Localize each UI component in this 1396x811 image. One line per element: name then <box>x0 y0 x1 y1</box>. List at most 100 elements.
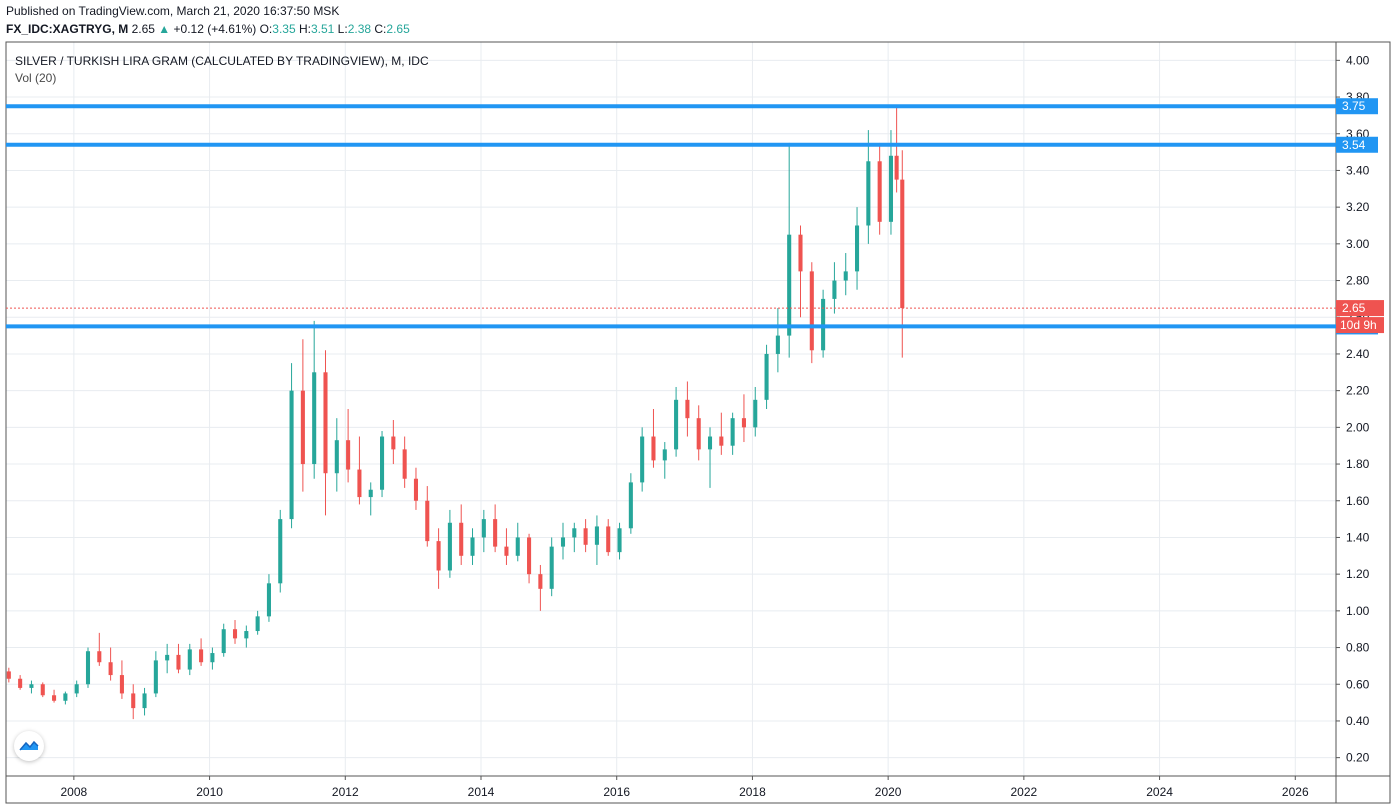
x-tick-label: 2022 <box>1011 785 1038 799</box>
candle-body <box>131 693 136 709</box>
x-tick-label: 2020 <box>875 785 902 799</box>
y-tick-label: 3.00 <box>1346 237 1370 251</box>
candle-body <box>662 449 667 461</box>
y-tick-label: 2.40 <box>1346 347 1370 361</box>
candle-body <box>74 684 79 694</box>
candle-body <box>232 629 238 639</box>
candle-body <box>832 280 837 299</box>
x-tick-label: 2016 <box>603 785 630 799</box>
y-tick-label: 2.20 <box>1346 384 1370 398</box>
horizontal-line-label-bg <box>1336 136 1378 153</box>
y-tick-label: 0.40 <box>1346 714 1370 728</box>
candle-body <box>549 546 554 589</box>
candle-body <box>368 489 373 498</box>
candle-body <box>289 390 294 520</box>
candle-body <box>866 161 871 226</box>
candle-body <box>40 684 45 696</box>
candle-body <box>696 418 701 450</box>
chart-frame <box>5 41 1391 804</box>
candle-body <box>764 353 769 400</box>
high-label: H: <box>298 22 311 36</box>
change-up-icon: ▲ <box>158 22 171 36</box>
y-tick-label: 0.20 <box>1346 751 1370 765</box>
candle-body <box>459 522 464 556</box>
candle-body <box>707 436 713 450</box>
candle-body <box>357 469 362 498</box>
published-line: Published on TradingView.com, March 21, … <box>6 4 340 18</box>
candle-body <box>900 179 905 309</box>
low-value: 2.38 <box>347 22 372 36</box>
candle-body <box>255 616 260 632</box>
candle-body <box>481 519 486 538</box>
y-tick-label: 2.00 <box>1346 420 1370 434</box>
candle-body <box>583 528 588 545</box>
horizontal-line-label: 3.54 <box>1342 138 1366 152</box>
legend-volume[interactable]: Vol (20) <box>15 71 57 85</box>
candle-body <box>108 662 113 676</box>
y-tick-label: 1.00 <box>1346 604 1370 618</box>
candle-body <box>187 649 192 670</box>
x-tick-label: 2014 <box>468 785 495 799</box>
candle-body <box>52 695 57 701</box>
last-price: 2.65 <box>131 22 155 36</box>
candle-body <box>165 654 170 661</box>
y-tick-label: 4.00 <box>1346 53 1370 67</box>
candle-body <box>888 155 894 222</box>
legend-title: SILVER / TURKISH LIRA GRAM (CALCULATED B… <box>15 54 429 68</box>
countdown-label-bg <box>1336 317 1384 334</box>
candle-body <box>6 671 11 679</box>
candle-body <box>63 693 68 701</box>
candle-body <box>425 500 430 542</box>
candle-body <box>538 574 543 589</box>
y-tick-label: 1.60 <box>1346 494 1370 508</box>
y-tick-label: 2.80 <box>1346 274 1370 288</box>
y-tick-label: 3.20 <box>1346 200 1370 214</box>
horizontal-line-label-bg <box>1336 98 1378 115</box>
candle-body <box>515 537 520 556</box>
candle-body <box>210 653 215 663</box>
candle-body <box>278 519 283 584</box>
candle-body <box>199 649 204 663</box>
candle-body <box>719 436 724 446</box>
close-value: 2.65 <box>386 22 410 36</box>
candle-body <box>798 234 803 272</box>
candle-body <box>560 537 566 547</box>
candle-body <box>300 390 305 465</box>
candle-body <box>266 583 271 617</box>
x-tick-label: 2024 <box>1146 785 1173 799</box>
candle-body <box>572 528 577 538</box>
x-tick-label: 2018 <box>739 785 766 799</box>
candle-body <box>606 526 611 553</box>
candle-body <box>323 372 328 474</box>
candle-body <box>119 675 124 694</box>
candle-body <box>640 436 645 483</box>
candle-body <box>628 482 633 529</box>
y-tick-label: 0.80 <box>1346 641 1370 655</box>
candle-body <box>594 526 599 545</box>
candle-body <box>391 436 396 450</box>
candle-body <box>97 651 102 663</box>
candle-body <box>787 234 792 336</box>
candle-body <box>447 522 452 571</box>
candle-body <box>334 440 339 474</box>
candle-body <box>176 654 181 670</box>
candle-body <box>877 161 882 222</box>
candle-body <box>244 631 249 639</box>
candle-body <box>527 537 532 575</box>
y-tick-label: 1.80 <box>1346 457 1370 471</box>
horizontal-line-label: 3.75 <box>1342 99 1366 113</box>
candle-body <box>685 399 690 419</box>
x-tick-label: 2012 <box>332 785 359 799</box>
candle-body <box>142 693 147 709</box>
tradingview-logo-icon[interactable] <box>14 731 44 761</box>
candle-body <box>741 418 746 428</box>
low-label: L: <box>337 22 348 36</box>
last-price-label: 2.65 <box>1342 301 1366 315</box>
high-value: 3.51 <box>310 22 335 36</box>
candle-body <box>470 537 475 556</box>
candle-body <box>775 335 780 354</box>
change-value: +0.12 (+4.61%) <box>173 22 257 36</box>
candle-body <box>221 629 226 654</box>
candle-body <box>809 271 814 351</box>
